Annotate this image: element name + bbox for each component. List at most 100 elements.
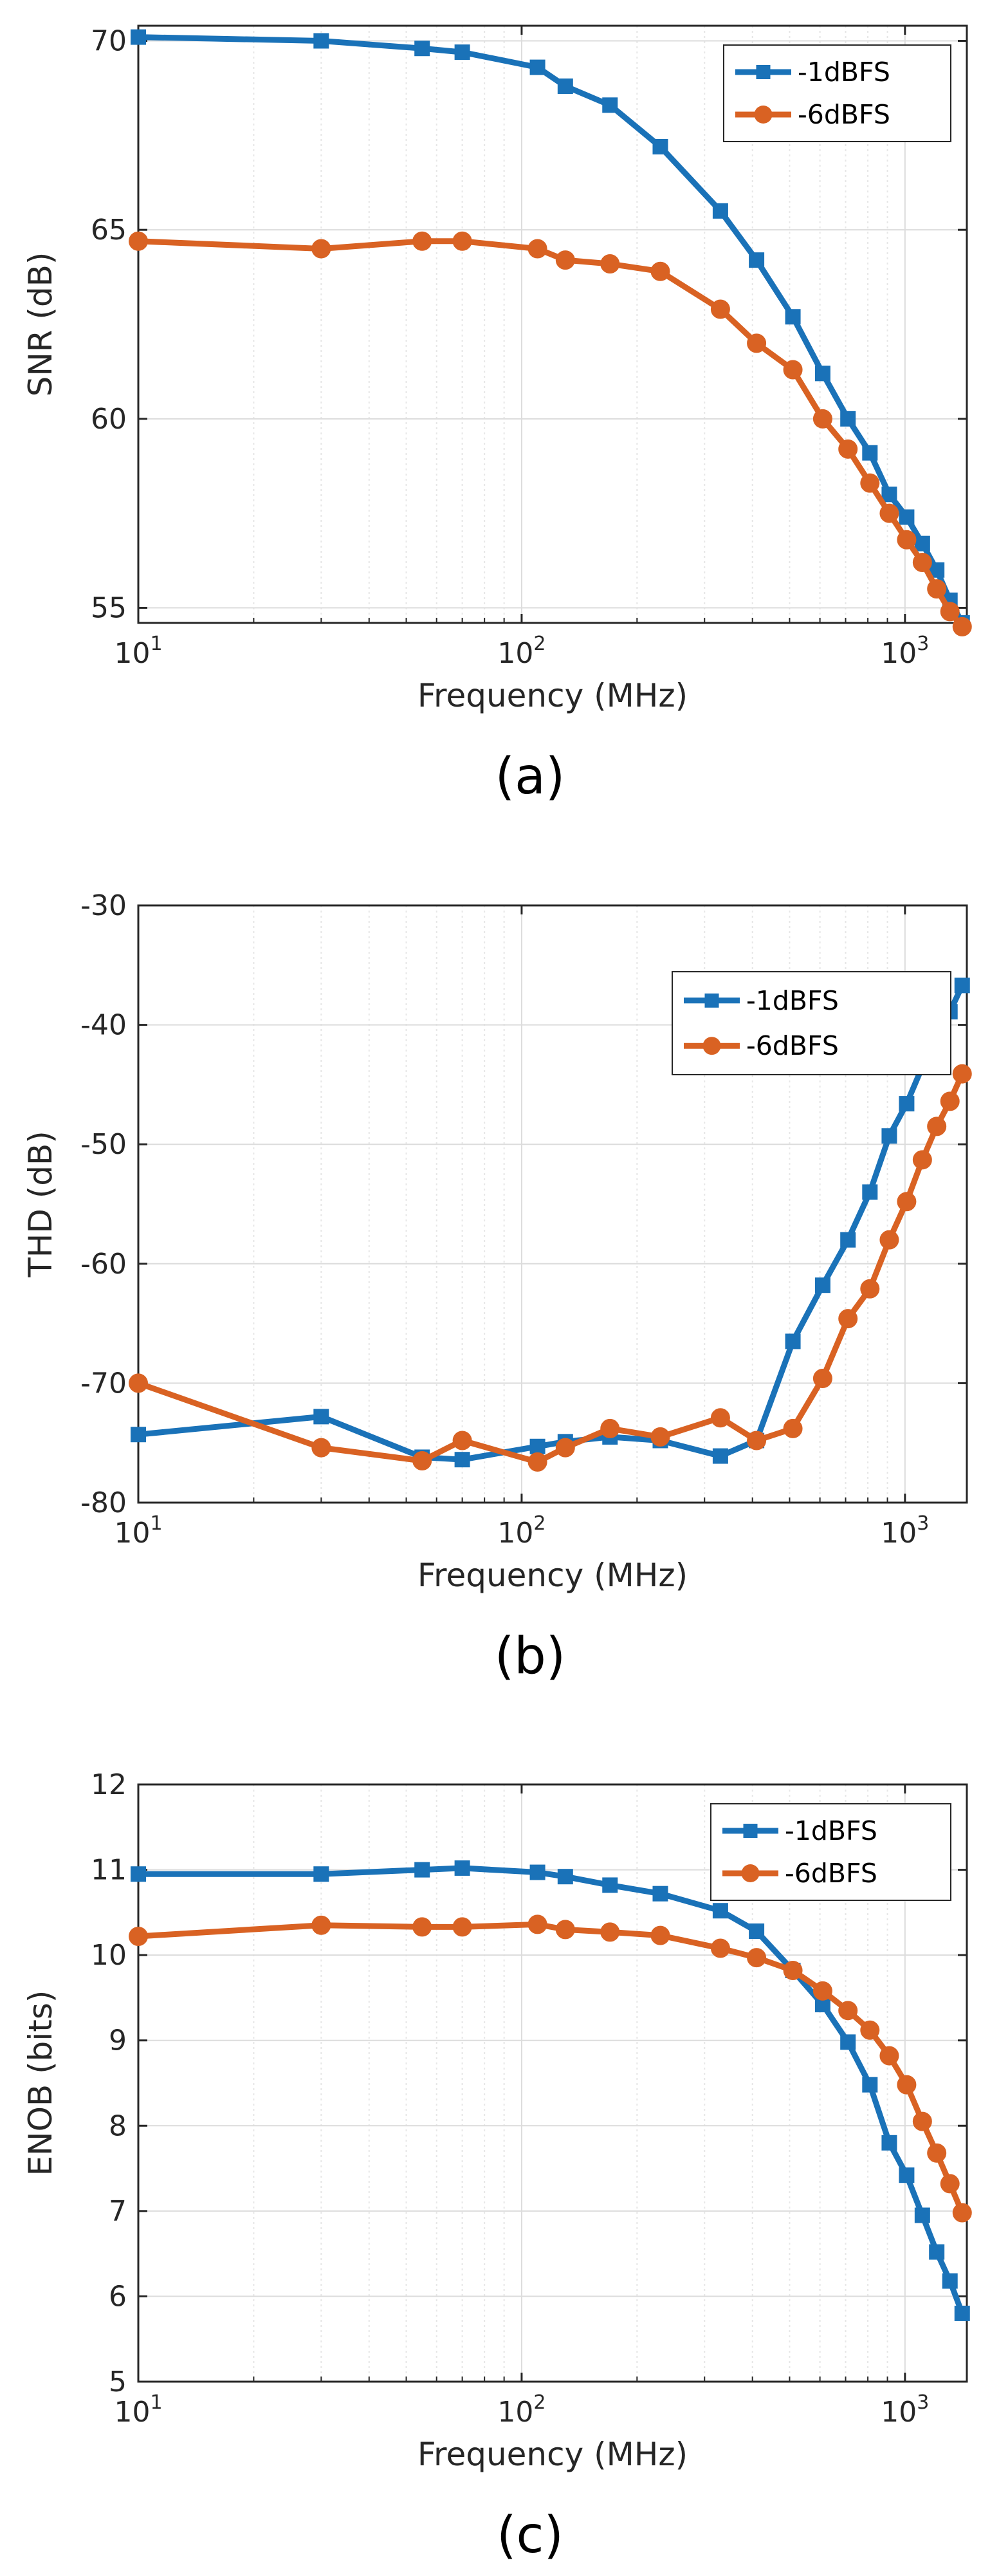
data-point bbox=[881, 1128, 897, 1144]
data-point bbox=[783, 1418, 803, 1438]
legend-marker bbox=[754, 106, 773, 124]
data-point bbox=[952, 616, 972, 636]
data-point bbox=[785, 309, 801, 325]
data-point bbox=[927, 579, 947, 599]
data-point bbox=[602, 1877, 618, 1893]
legend-marker bbox=[741, 1864, 760, 1882]
legend-marker bbox=[702, 1037, 721, 1055]
data-point bbox=[555, 1920, 575, 1940]
data-point bbox=[840, 411, 856, 427]
data-point bbox=[914, 2207, 930, 2223]
legend: -1dBFS -6dBFS bbox=[710, 1803, 951, 1901]
data-point bbox=[940, 1091, 960, 1111]
data-point bbox=[710, 1938, 730, 1958]
data-point bbox=[952, 1064, 972, 1084]
x-axis-label: Frequency (MHz) bbox=[417, 677, 688, 714]
data-point bbox=[860, 1279, 880, 1299]
x-axis-label: Frequency (MHz) bbox=[417, 1557, 688, 1594]
data-point bbox=[940, 602, 960, 622]
legend-entry: -1dBFS bbox=[746, 985, 839, 1016]
y-tick-label: -30 bbox=[80, 889, 127, 922]
data-point bbox=[652, 1886, 668, 1902]
data-point bbox=[452, 1917, 472, 1937]
chart-panel-2: -80 -70 -60 -50 -40 -30 101 102 103 Frequency (MH… bbox=[22, 889, 972, 1685]
legend-marker bbox=[704, 993, 719, 1008]
data-point bbox=[650, 261, 670, 281]
data-point bbox=[783, 360, 803, 380]
data-point bbox=[881, 486, 897, 503]
data-point bbox=[652, 138, 668, 154]
data-point bbox=[712, 203, 728, 219]
data-point bbox=[927, 2143, 947, 2163]
legend-entry: -6dBFS bbox=[798, 99, 890, 130]
data-point bbox=[929, 2244, 945, 2260]
data-point bbox=[557, 1869, 573, 1885]
data-point bbox=[129, 231, 148, 251]
data-point bbox=[414, 1862, 430, 1878]
axes-box bbox=[137, 24, 968, 624]
data-point bbox=[555, 1438, 575, 1458]
data-point bbox=[912, 1150, 932, 1170]
data-point bbox=[412, 231, 432, 251]
data-point bbox=[454, 44, 470, 60]
x-tick-label: 101 bbox=[114, 633, 162, 670]
data-point bbox=[527, 1452, 547, 1472]
legend-marker bbox=[756, 65, 771, 79]
x-axis-label: Frequency (MHz) bbox=[417, 2436, 688, 2473]
y-axis-label: ENOB (bits) bbox=[22, 1990, 59, 2176]
chart-panel-1: 55 60 65 70 101 102 103 Frequency (MHz) SNR (dB)… bbox=[22, 24, 972, 806]
data-point bbox=[527, 239, 547, 259]
data-point bbox=[814, 366, 830, 382]
data-point bbox=[129, 1926, 148, 1946]
data-point bbox=[879, 503, 899, 523]
series-line bbox=[137, 1072, 965, 1465]
data-point bbox=[600, 1418, 620, 1438]
data-point bbox=[311, 239, 331, 259]
y-tick-label: 55 bbox=[91, 592, 127, 625]
data-point bbox=[940, 2174, 960, 2194]
data-point bbox=[840, 1232, 856, 1248]
data-point bbox=[897, 2075, 917, 2095]
data-point bbox=[412, 1451, 432, 1471]
x-tick-label: 101 bbox=[114, 2391, 162, 2429]
data-point bbox=[747, 333, 767, 353]
y-tick-label: -70 bbox=[80, 1367, 127, 1400]
legend: -1dBFS -6dBFS bbox=[723, 44, 951, 142]
legend-entry: -6dBFS bbox=[746, 1030, 839, 1061]
legend-marker bbox=[743, 1824, 758, 1838]
data-point bbox=[860, 473, 880, 493]
x-tick-label: 103 bbox=[881, 1512, 929, 1550]
data-point bbox=[749, 1923, 765, 1940]
data-point bbox=[710, 1408, 730, 1428]
data-point bbox=[838, 439, 858, 459]
series--1dBFS bbox=[131, 29, 970, 631]
series-line bbox=[138, 1865, 965, 2315]
legend-box bbox=[723, 44, 951, 142]
data-point bbox=[311, 1438, 331, 1458]
panel-label: (b) bbox=[495, 1627, 565, 1685]
legend-entry: -1dBFS bbox=[798, 57, 890, 88]
data-point bbox=[747, 1948, 767, 1968]
data-point bbox=[783, 1961, 803, 1981]
chart-panel-3: 5 6 7 8 9 10 11 12 101 102 103 Frequency (MHz) ENOB … bbox=[22, 1768, 972, 2564]
x-tick-label: 103 bbox=[881, 633, 929, 670]
data-point bbox=[862, 445, 878, 461]
data-point bbox=[812, 1368, 832, 1388]
x-tick-label: 101 bbox=[114, 1512, 162, 1550]
data-point bbox=[712, 1448, 728, 1464]
data-point bbox=[412, 1917, 432, 1937]
y-tick-label: 5 bbox=[109, 2366, 127, 2398]
y-tick-label: 12 bbox=[91, 1768, 127, 1801]
data-point bbox=[897, 1192, 917, 1212]
data-point bbox=[131, 29, 146, 45]
data-point bbox=[527, 1914, 547, 1934]
data-point bbox=[862, 1184, 878, 1200]
y-tick-label: 70 bbox=[91, 24, 127, 57]
data-point bbox=[452, 231, 472, 251]
series--6dBFS bbox=[129, 1064, 972, 1472]
data-point bbox=[860, 2020, 880, 2040]
data-point bbox=[785, 1333, 801, 1349]
series--1dBFS bbox=[131, 1860, 970, 2321]
y-axis-label: SNR (dB) bbox=[22, 252, 59, 397]
